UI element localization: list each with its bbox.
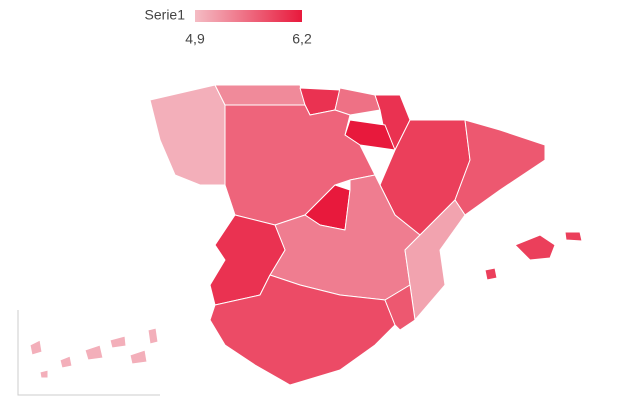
region [384, 284, 416, 331]
region [334, 87, 381, 116]
region [404, 199, 466, 321]
legend-tick-label: 6,2 [292, 31, 312, 47]
legend-tick-label: 4,9 [185, 31, 205, 47]
region [514, 234, 556, 261]
region [484, 267, 498, 281]
region [109, 335, 127, 349]
region [209, 274, 396, 386]
inset-frame [17, 310, 160, 396]
legend-title: Serie1 [145, 7, 186, 23]
legend-colorbar [195, 10, 302, 22]
region [214, 84, 306, 106]
region [149, 84, 226, 186]
region [129, 349, 148, 365]
region [59, 355, 73, 369]
region [29, 339, 43, 356]
region [454, 119, 546, 216]
region [84, 344, 104, 361]
region [39, 369, 49, 379]
region [564, 231, 583, 242]
region [147, 327, 159, 345]
